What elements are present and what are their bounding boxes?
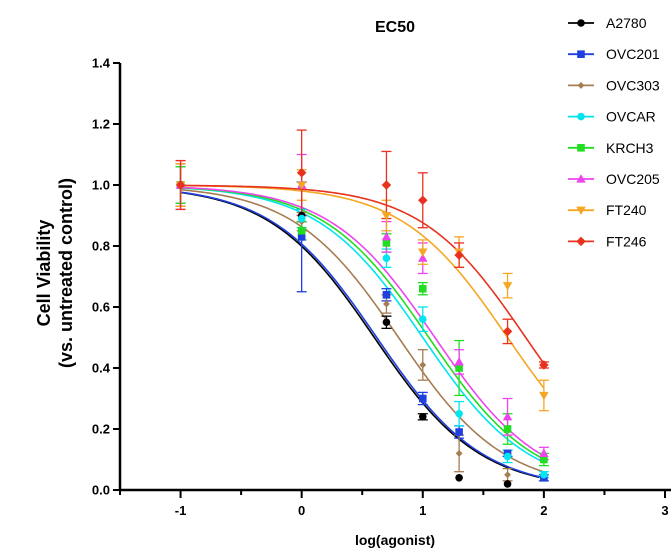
legend-entry: FT246 — [568, 233, 647, 249]
legend-entry: KRCH3 — [568, 140, 654, 156]
data-point-ovc201 — [297, 233, 306, 241]
data-point-ovc201 — [455, 428, 463, 436]
data-point-ft246 — [175, 180, 186, 190]
legend-entry: OVC201 — [568, 46, 660, 62]
y-tick-label: 0.2 — [92, 422, 110, 437]
legend-marker — [577, 144, 585, 152]
data-point-ovcar — [382, 254, 391, 262]
fit-curve-ovc303 — [180, 188, 545, 473]
data-point-ovc201 — [382, 291, 391, 299]
fit-curve-ovc205 — [180, 186, 545, 457]
fit-curve-krch3 — [180, 186, 545, 460]
legend-label: FT246 — [606, 233, 647, 249]
y-tick-label: 1.0 — [92, 178, 110, 193]
x-tick-label: 1 — [419, 503, 426, 518]
error-bars — [175, 129, 549, 482]
y-tick-label: 1.4 — [92, 56, 111, 71]
data-point-ovc205 — [454, 357, 464, 366]
legend-marker — [576, 206, 586, 215]
y-tick-label: 0.0 — [92, 483, 110, 498]
data-point-a2780 — [455, 474, 463, 482]
x-tick-label: 0 — [298, 503, 305, 518]
data-point-ft240 — [539, 391, 549, 401]
y-tick-label: 0.6 — [92, 300, 110, 315]
data-point-a2780 — [418, 413, 427, 421]
data-point-krch3 — [382, 239, 391, 247]
legend-marker — [577, 112, 585, 121]
data-point-ovc201 — [418, 394, 427, 403]
data-points — [175, 168, 549, 488]
data-point-ovc205 — [502, 412, 513, 421]
data-point-ovc205 — [418, 253, 428, 262]
legend-label: OVC303 — [606, 77, 660, 93]
data-point-krch3 — [503, 425, 512, 433]
data-point-krch3 — [455, 364, 463, 372]
data-point-ft246 — [502, 326, 513, 337]
data-point-ovc205 — [381, 232, 392, 241]
legend-label: OVCAR — [606, 109, 656, 125]
legend-marker — [576, 236, 586, 247]
chart-title: EC50 — [375, 19, 415, 36]
data-point-ft240 — [381, 211, 392, 221]
y-tick-label: 0.4 — [92, 361, 111, 376]
data-point-ovc303 — [504, 471, 511, 479]
data-point-ft240 — [502, 282, 513, 291]
legend-label: OVC205 — [606, 171, 660, 187]
fit-curve-ft246 — [180, 184, 545, 365]
legend-entry: OVC303 — [568, 77, 660, 93]
legend-entry: FT240 — [568, 202, 647, 218]
data-point-ovcar — [418, 315, 427, 324]
legend-label: FT240 — [606, 202, 647, 218]
data-point-krch3 — [540, 455, 548, 464]
data-point-ovcar — [297, 214, 306, 223]
legend-label: OVC201 — [606, 46, 660, 62]
fit-curve-a2780 — [180, 191, 545, 480]
x-tick-label: 3 — [661, 503, 668, 518]
data-point-ft240 — [418, 248, 428, 257]
data-point-a2780 — [382, 318, 391, 327]
legend-entry: OVC205 — [568, 171, 660, 187]
fit-curve-ovcar — [180, 187, 545, 463]
y-axis-label-line2: (vs. untreated control) — [56, 178, 76, 368]
data-point-ft246 — [454, 250, 464, 260]
y-axis-label-line1: Cell Viability — [34, 220, 54, 327]
data-point-ovc303 — [383, 300, 390, 308]
fit-curve-ovc201 — [180, 191, 545, 479]
data-point-ovcar — [503, 452, 512, 461]
data-point-ft246 — [381, 180, 392, 190]
axes: 0.0 0.2 0.4 0.6 0.8 1.0 1.2 1.4 -1 0 1 2 3 — [92, 56, 671, 518]
x-tick-label: 2 — [540, 503, 547, 518]
legend-entry: A2780 — [568, 15, 647, 31]
data-point-ft246 — [539, 360, 549, 370]
data-point-krch3 — [297, 226, 306, 235]
legend-label: A2780 — [606, 15, 647, 31]
x-tick-label: -1 — [175, 503, 187, 518]
data-point-ovc303 — [419, 361, 427, 369]
data-point-ft240 — [296, 181, 307, 190]
y-tick-label: 1.2 — [92, 117, 110, 132]
legend-entry: OVCAR — [568, 109, 656, 125]
data-point-ft246 — [418, 195, 428, 205]
legend: A2780 OVC201 OVC303 OVCAR KRCH3 OVC205 FT240 FT… — [568, 15, 660, 249]
y-tick-label: 0.8 — [92, 239, 110, 254]
legend-marker — [577, 50, 585, 58]
legend-marker — [577, 81, 585, 89]
data-point-ovcar — [455, 409, 463, 418]
legend-label: KRCH3 — [606, 140, 654, 156]
data-point-a2780 — [503, 480, 512, 488]
data-point-ovc205 — [539, 448, 549, 457]
legend-marker — [576, 174, 586, 183]
x-axis-label: log(agonist) — [355, 532, 435, 548]
fit-curves — [180, 184, 545, 480]
data-point-ovcar — [540, 470, 548, 479]
data-point-ft246 — [296, 168, 307, 178]
data-point-krch3 — [418, 284, 427, 293]
data-point-ovc303 — [455, 449, 463, 457]
legend-marker — [577, 19, 585, 27]
